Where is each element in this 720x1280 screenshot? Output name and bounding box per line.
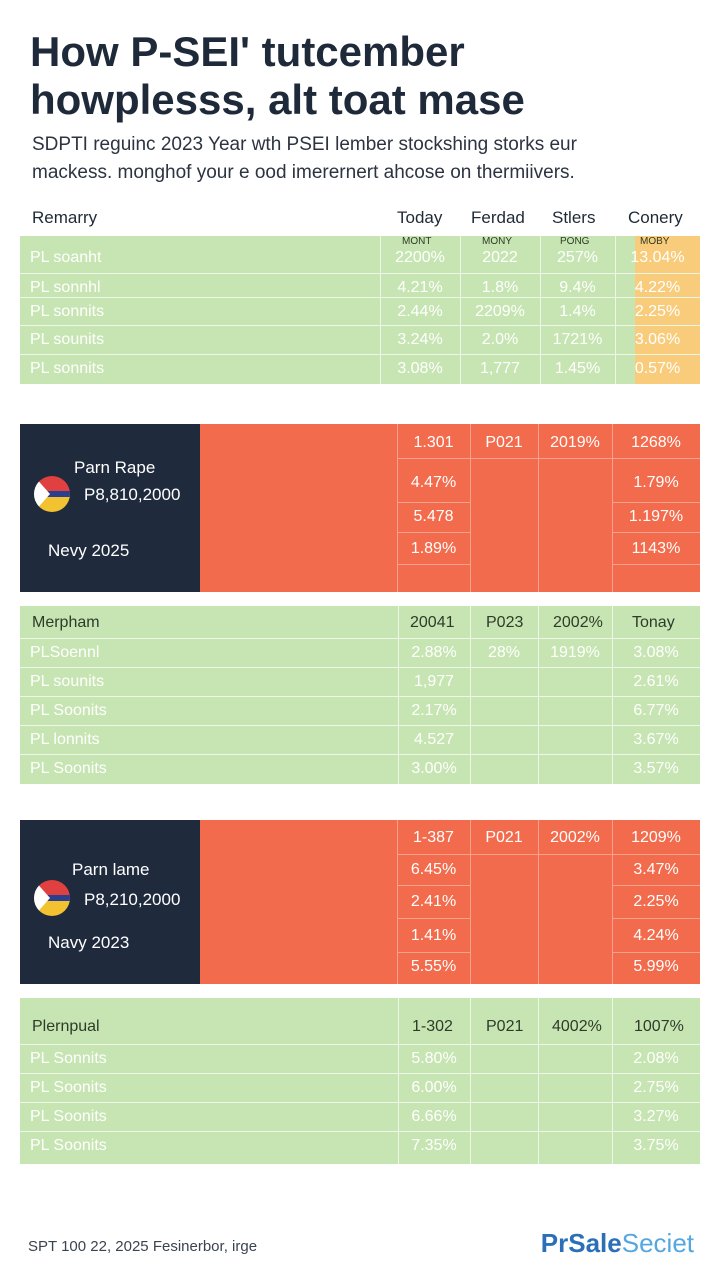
card1-cell: 1.79% bbox=[633, 474, 679, 491]
card2-header-c4: 1209% bbox=[631, 829, 681, 846]
brand-logo-part-2: Seciet bbox=[621, 1228, 694, 1258]
table2: Merpham 20041 P023 2002% Tonay PLSoennl … bbox=[20, 606, 700, 784]
table3: Plernpual 1-302 P021 4002% 1007% PL Sonn… bbox=[20, 998, 700, 1164]
flag-icon bbox=[34, 880, 70, 916]
subtitle-line-1: SDPTI reguinc 2023 Year wth PSEI lember … bbox=[32, 134, 577, 155]
table-row: PL Sonnits 5.80% 2.08% bbox=[20, 1044, 700, 1073]
page-title-line-1: How P-SEI' tutcember bbox=[30, 28, 465, 75]
table-row: PL soanht 2200% 2022 257% 13.04% bbox=[30, 249, 685, 266]
table-row: PL Soonits 6.66% 3.27% bbox=[20, 1102, 700, 1131]
card1-cell: 1143% bbox=[631, 540, 681, 557]
page-title-line-2: howplesss, alt toat mase bbox=[30, 76, 525, 123]
table1-header-ferdad: Ferdad bbox=[471, 208, 525, 227]
table2-header: Merpham 20041 P023 2002% Tonay bbox=[32, 614, 675, 631]
card2-cell: 2.25% bbox=[633, 893, 679, 910]
card2-header-c3: 2002% bbox=[550, 829, 600, 846]
table-row: PLSoennl 2.88% 28% 1919% 3.08% bbox=[20, 638, 700, 667]
stock-card-1-table: 1.301 P021 2019% 1268% 4.47% 5.478 1.89%… bbox=[200, 424, 700, 592]
table1: MONT MONY PONG MOBY PL soanht 2200% 2022… bbox=[20, 236, 700, 384]
table-row: PL lonnits 4.527 3.67% bbox=[20, 725, 700, 754]
card1-header-c2: P021 bbox=[485, 434, 523, 451]
brand-logo-part-1: PrSale bbox=[540, 1228, 622, 1258]
table1-highlight-column bbox=[635, 236, 700, 384]
table-row: PL Soonits 3.00% 3.57% bbox=[20, 754, 700, 783]
subtitle-line-2: mackess. monghof your e ood imerernert a… bbox=[32, 162, 575, 183]
footer-note: SPT 100 22, 2025 Fesinerbor, irge bbox=[28, 1238, 258, 1255]
table-row: PL Soonits 2.17% 6.77% bbox=[20, 696, 700, 725]
table1-header-conery: Conery bbox=[628, 208, 683, 227]
table-row: PL sonnits 2.44% 2209% 1.4% 2.25% bbox=[20, 297, 700, 326]
card-value: P8,810,2000 bbox=[84, 485, 181, 504]
card-name: Parn Rape bbox=[74, 458, 156, 477]
card1-header-c3: 2019% bbox=[550, 434, 600, 451]
card-date: Navy 2023 bbox=[48, 933, 130, 952]
card2-cell: 5.55% bbox=[410, 958, 457, 975]
card1-cell: 4.47% bbox=[410, 474, 457, 491]
card1-cell: 1.197% bbox=[628, 508, 684, 525]
table1-header-label: Remarry bbox=[32, 208, 98, 227]
stock-card-1: Parn Rape P8,810,2000 Nevy 2025 bbox=[20, 424, 200, 592]
card1-cell: 5.478 bbox=[413, 508, 454, 525]
table3-header: Plernpual 1-302 P021 4002% 1007% bbox=[32, 1018, 684, 1035]
table-row: PL sounits 3.24% 2.0% 1721% 3.06% bbox=[20, 325, 700, 354]
table1-header-stlers: Stlers bbox=[552, 208, 596, 227]
stock-card-2-table: 1-387 P021 2002% 1209% 6.45% 2.41% 1.41%… bbox=[200, 820, 700, 984]
stock-card-2: Parn lame P8,210,2000 Navy 2023 bbox=[20, 820, 200, 984]
table1-header-today: Today bbox=[397, 208, 443, 227]
card2-cell: 2.41% bbox=[410, 893, 457, 910]
flag-icon bbox=[34, 476, 70, 512]
card2-cell: 4.24% bbox=[633, 927, 679, 944]
card1-header-c4: 1268% bbox=[631, 434, 681, 451]
table-row: PL Soonits 7.35% 3.75% bbox=[20, 1131, 700, 1160]
table-row: PL sonnits 3.08% 1,777 1.45% 0.57% bbox=[20, 354, 700, 383]
table-row: PL sonnhl 4.21% 1.8% 9.4% 4.22% bbox=[20, 273, 700, 302]
card1-cell: 1.89% bbox=[410, 540, 457, 557]
brand-logo[interactable]: PrSaleSeciet bbox=[541, 1228, 694, 1259]
card-date: Nevy 2025 bbox=[48, 541, 130, 560]
card2-cell: 3.47% bbox=[633, 861, 679, 878]
card2-header-c1: 1-387 bbox=[413, 829, 454, 846]
card2-cell: 6.45% bbox=[410, 861, 457, 878]
card-value: P8,210,2000 bbox=[84, 890, 181, 909]
table-row: PL Soonits 6.00% 2.75% bbox=[20, 1073, 700, 1102]
card2-header-c2: P021 bbox=[485, 829, 523, 846]
card1-header-c1: 1.301 bbox=[413, 434, 454, 451]
table-row: PL sounits 1,977 2.61% bbox=[20, 667, 700, 696]
card2-cell: 1.41% bbox=[410, 927, 457, 944]
card-name: Parn lame bbox=[72, 860, 150, 879]
card2-cell: 5.99% bbox=[633, 958, 679, 975]
